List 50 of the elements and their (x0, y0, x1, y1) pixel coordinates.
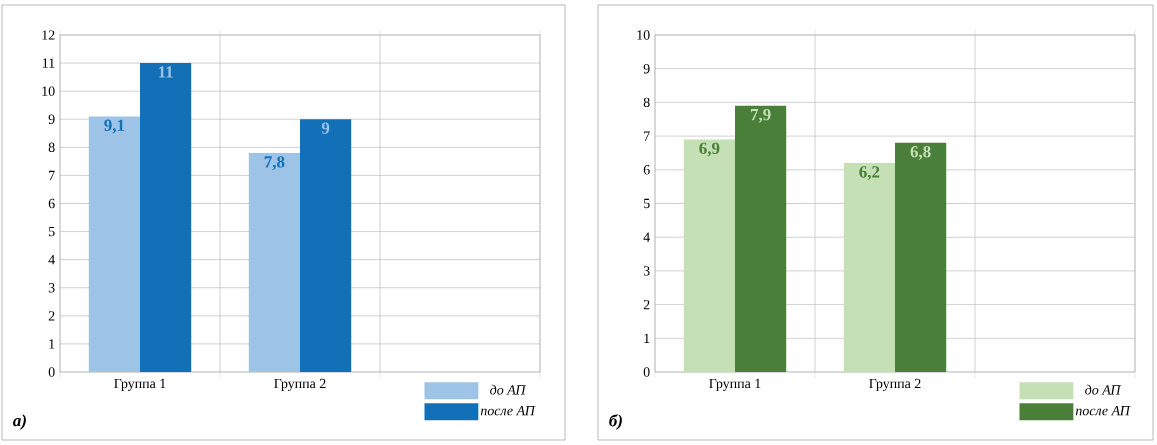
y-tick-label: 5 (644, 198, 650, 209)
y-tick-label: 5 (48, 226, 55, 237)
y-tick-label: 8 (48, 142, 55, 153)
bar (140, 63, 192, 372)
y-tick-label: 2 (48, 311, 55, 321)
bar (843, 163, 896, 372)
y-tick-label: 10 (637, 30, 650, 40)
legend-label: до АП (1085, 384, 1122, 395)
y-tick-label: 9 (48, 114, 55, 124)
legend-label: после АП (480, 406, 536, 416)
y-tick-label: 10 (42, 86, 55, 96)
y-tick-label: 8 (643, 97, 650, 108)
text: б) (609, 414, 622, 430)
bar (300, 119, 352, 372)
bar (248, 152, 300, 372)
y-tick-label: 12 (42, 30, 55, 40)
bar (683, 139, 736, 372)
y-tick-label: 2 (643, 299, 650, 310)
y-tick-label: 7 (644, 131, 650, 141)
bar (735, 105, 787, 372)
y-tick-label: 3 (643, 266, 650, 276)
data-label: 7,8 (264, 156, 285, 171)
y-tick-label: 6 (48, 198, 55, 209)
y-tick-label: 1 (49, 339, 55, 349)
x-tick-label: Группа 1 (709, 378, 761, 392)
legend-label: до АП (490, 384, 527, 395)
bar (895, 142, 947, 372)
y-tick-label: 4 (643, 232, 650, 242)
data-label: 6,2 (859, 166, 880, 181)
data-label: 9,1 (104, 119, 125, 134)
y-tick-label: 9 (643, 64, 650, 74)
y-tick-label: 3 (48, 283, 55, 293)
data-label: 11 (158, 66, 173, 78)
data-label: 6,8 (910, 146, 931, 160)
x-tick-label: Группа 1 (114, 378, 166, 392)
y-tick-label: 6 (643, 165, 650, 175)
y-tick-label: 1 (644, 333, 650, 343)
legend-label: после АП (1075, 406, 1131, 416)
bar (88, 116, 140, 372)
y-tick-label: 4 (48, 255, 55, 265)
text: а) (13, 414, 26, 430)
x-tick-label: Группа 2 (274, 378, 326, 392)
data-label: 7,9 (750, 108, 771, 123)
y-tick-label: 7 (49, 170, 55, 180)
x-tick-label: Группа 2 (869, 378, 921, 392)
data-label: 6,9 (699, 142, 720, 157)
data-label: 9 (321, 122, 330, 134)
y-tick-label: 0 (48, 367, 55, 377)
y-tick-label: 0 (643, 367, 650, 377)
y-tick-label: 11 (42, 58, 55, 68)
